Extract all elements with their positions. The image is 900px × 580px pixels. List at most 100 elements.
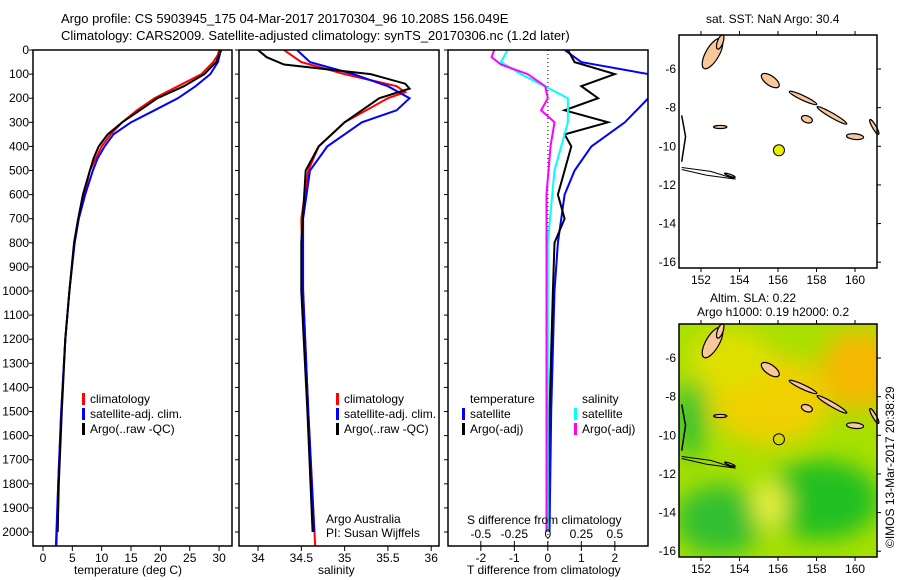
legend-swatch-argo — [336, 422, 339, 435]
x-tick-label: 34.5 — [290, 551, 314, 565]
legend-swatch-satellite — [336, 407, 339, 420]
y-tick-label: 1800 — [2, 477, 29, 491]
y-tick-label: 100 — [9, 67, 29, 81]
island-shape — [800, 403, 813, 413]
legend-swatch-s-satellite — [574, 407, 577, 420]
x-tick-label: 0 — [40, 551, 47, 565]
lon-tick-label: 158 — [807, 562, 827, 576]
island-shape — [788, 379, 818, 395]
legend-label: Argo(..raw -QC) — [344, 421, 429, 436]
x2-tick-label: -0.25 — [501, 527, 529, 541]
x-tick-label: 30 — [212, 551, 226, 565]
salinity-axis-label: salinity — [318, 563, 355, 577]
y-tick-label: 1200 — [2, 332, 29, 346]
legend-label: Argo(-adj) — [470, 421, 524, 436]
diff-legend-salinity: salinity satellite Argo(-adj) — [574, 391, 635, 436]
coast-outline — [680, 404, 687, 451]
legend-swatch-s-argo — [574, 422, 577, 435]
sla-map-title-1: Altim. SLA: 0.22 — [710, 291, 797, 305]
y-tick-label: 500 — [9, 164, 29, 178]
lat-tick-label: -8 — [665, 390, 676, 404]
lon-tick-label: 160 — [845, 273, 865, 287]
lat-tick-label: -10 — [659, 139, 677, 153]
series-line-climatology — [55, 50, 221, 546]
lon-tick-label: 154 — [729, 273, 749, 287]
plot-frame — [32, 49, 233, 547]
x2-tick-label: 0.25 — [570, 527, 594, 541]
y-tick-label: 0 — [22, 43, 29, 57]
x-tick-label: 0 — [544, 551, 551, 565]
legend-swatch-argo — [82, 422, 85, 435]
x-tick-label: 2 — [611, 551, 618, 565]
y-tick-label: 400 — [9, 139, 29, 153]
reef-outline — [681, 456, 736, 469]
legend-label: satellite — [470, 406, 511, 421]
legend-label: climatology — [344, 391, 405, 406]
series-line-salinity-argo-adj- — [490, 50, 556, 532]
title-line-2: Climatology: CARS2009. Satellite-adjuste… — [61, 28, 570, 43]
reef-outline — [681, 167, 736, 180]
legend-label: Argo(..raw -QC) — [90, 421, 175, 436]
island-shape — [845, 422, 865, 430]
legend-title: temperature — [470, 391, 535, 406]
series-line-satellite-adj-clim- — [296, 50, 412, 533]
salinity-legend: climatology satellite-adj. clim. Argo(..… — [336, 391, 436, 436]
y-tick-label: 900 — [9, 260, 29, 274]
x-tick-label: 15 — [124, 551, 138, 565]
x2-tick-label: -0.5 — [470, 527, 491, 541]
x-tick-label: -1 — [509, 551, 520, 565]
legend-title: salinity — [582, 391, 619, 406]
island-shape — [845, 133, 865, 141]
series-line-satellite-adj-clim- — [54, 50, 222, 546]
x-tick-label: 10 — [95, 551, 109, 565]
argo-float-marker — [772, 433, 785, 446]
lat-tick-label: -12 — [659, 467, 677, 481]
imos-credit: ©IMOS 13-Mar-2017 20:38:29 — [883, 386, 897, 548]
lat-tick-label: -16 — [659, 255, 677, 269]
lon-tick-label: 156 — [768, 562, 788, 576]
series-line-argo-raw-qc- — [56, 50, 223, 533]
island-shape — [723, 461, 736, 468]
annotation-line: PI: Susan Wijffels — [326, 526, 420, 540]
series-group — [54, 50, 223, 546]
coast-outline — [680, 115, 687, 162]
y-tick-label: 800 — [9, 236, 29, 250]
x-tick-label: 35 — [338, 551, 352, 565]
argo-credit: Argo Australia PI: Susan Wijffels — [326, 512, 420, 540]
y-tick-label: 1300 — [2, 356, 29, 370]
legend-swatch-t-satellite — [462, 407, 465, 420]
diff-legend-temperature: temperature satellite Argo(-adj) — [462, 391, 535, 436]
lat-tick-label: -14 — [659, 506, 677, 520]
x-tick-label: 25 — [183, 551, 197, 565]
x2-tick-label: 0 — [544, 527, 551, 541]
y-tick-label: 1600 — [2, 429, 29, 443]
y-tick-label: 1700 — [2, 453, 29, 467]
legend-label: satellite — [582, 406, 623, 421]
lat-tick-label: -8 — [665, 101, 676, 115]
legend-swatch-climatology — [336, 392, 339, 405]
island-shape — [712, 413, 728, 419]
t-diff-axis-label: T difference from climatology — [467, 563, 621, 577]
legend-label: satellite-adj. clim. — [344, 406, 437, 421]
y-tick-label: 700 — [9, 212, 29, 226]
lat-tick-label: -16 — [659, 544, 677, 558]
sla-map-title-2: Argo h1000: 0.19 h2000: 0.2 — [697, 305, 850, 319]
temperature-axis-label: temperature (deg C) — [74, 563, 183, 577]
title-line-1: Argo profile: CS 5903945_175 04-Mar-2017… — [61, 11, 509, 26]
sla-heatmap — [679, 324, 877, 557]
lat-tick-label: -6 — [665, 351, 676, 365]
series-group — [490, 50, 648, 533]
y-tick-label: 1100 — [3, 308, 29, 322]
x-tick-label: 1 — [578, 551, 585, 565]
island-shape — [723, 172, 736, 179]
temperature-legend: climatology satellite-adj. clim. Argo(..… — [82, 391, 182, 436]
lon-tick-label: 158 — [807, 273, 827, 287]
x2-tick-label: 0.5 — [606, 527, 623, 541]
x-tick-label: 5 — [69, 551, 76, 565]
y-tick-label: 300 — [9, 115, 29, 129]
island-shape — [800, 114, 813, 124]
x-tick-label: -2 — [475, 551, 486, 565]
x-tick-label: 35.5 — [376, 551, 400, 565]
annotation-line: Argo Australia — [326, 512, 401, 526]
